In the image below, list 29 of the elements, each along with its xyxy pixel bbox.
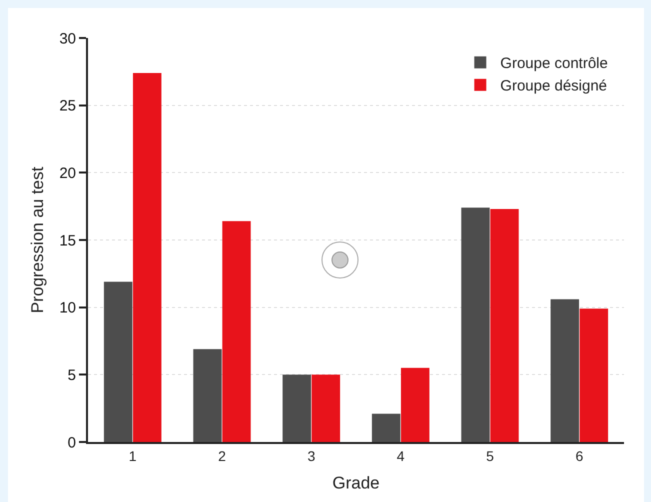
bar — [222, 221, 251, 442]
bar — [372, 414, 400, 442]
legend-label: Groupe contrôle — [500, 55, 608, 72]
bar — [400, 368, 430, 442]
bar — [193, 349, 222, 442]
y-tick-label: 15 — [59, 232, 76, 250]
bar — [550, 299, 580, 442]
x-tick-label: 1 — [128, 448, 137, 464]
y-tick-label: 30 — [59, 30, 76, 48]
x-tick-label: 3 — [307, 448, 316, 464]
x-tick-label: 5 — [486, 448, 494, 464]
y-tick-label: 20 — [59, 164, 76, 182]
x-tick-label: 2 — [218, 448, 226, 464]
x-tick-label: 6 — [575, 448, 584, 464]
bar — [282, 374, 312, 442]
y-tick-label: 5 — [68, 366, 76, 384]
bar — [580, 308, 608, 442]
y-tick-label: 0 — [68, 434, 76, 452]
bar — [461, 208, 490, 442]
x-axis-title: Grade — [332, 474, 380, 493]
x-tick-label: 4 — [396, 448, 405, 464]
bar — [132, 73, 162, 442]
bar — [312, 374, 340, 442]
bar — [104, 282, 132, 442]
y-axis-title: Progression au test — [28, 166, 47, 314]
bar — [490, 209, 519, 442]
y-tick-label: 25 — [59, 98, 76, 115]
legend-label: Groupe désigné — [500, 78, 608, 95]
y-tick-label: 10 — [59, 300, 76, 317]
